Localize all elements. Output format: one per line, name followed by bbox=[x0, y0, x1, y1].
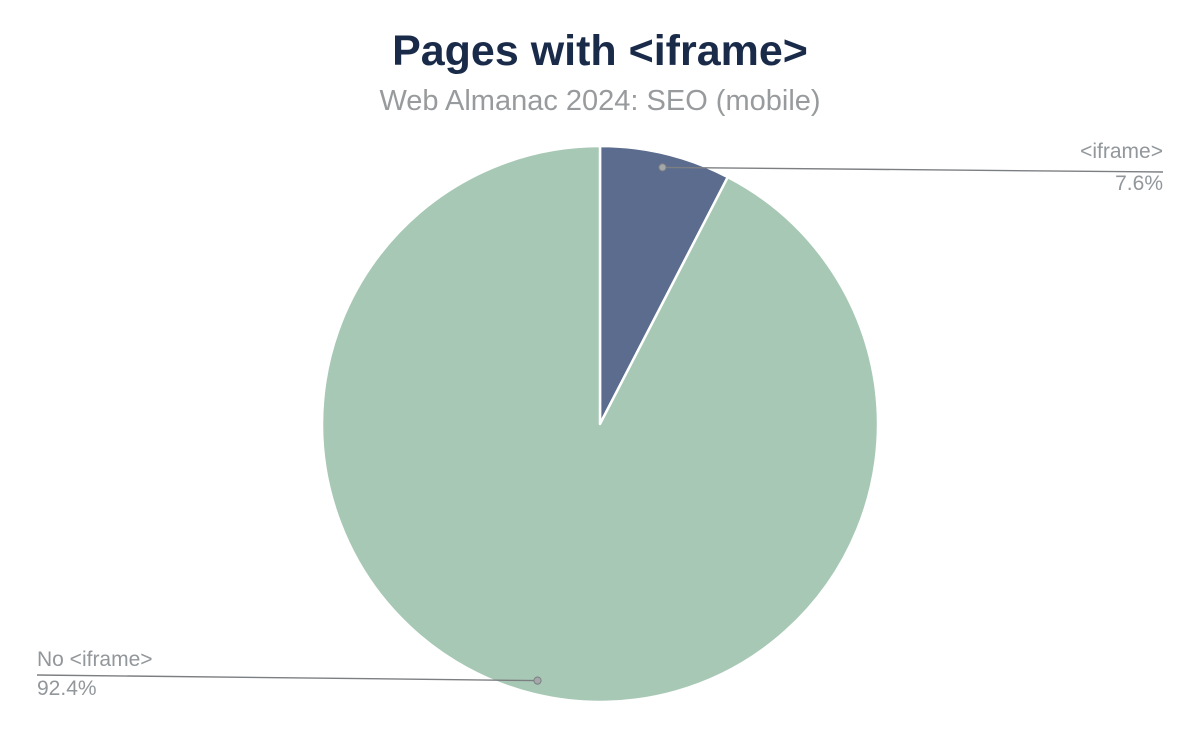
callout-label-iframe: <iframe> 7.6% bbox=[1080, 140, 1163, 196]
slice-label-iframe: <iframe> bbox=[1080, 140, 1163, 163]
chart-subtitle: Web Almanac 2024: SEO (mobile) bbox=[379, 85, 821, 117]
callout-line-0 bbox=[662, 166, 1164, 173]
chart-title: Pages with <iframe> bbox=[392, 27, 808, 75]
slice-percentage-iframe: 7.6% bbox=[1115, 172, 1163, 195]
callout-label-no-iframe: No <iframe> 92.4% bbox=[37, 648, 153, 701]
slice-label-no-iframe: No <iframe> bbox=[37, 648, 153, 671]
pie-slice-1 bbox=[320, 144, 880, 704]
slice-percentage-no-iframe: 92.4% bbox=[37, 677, 97, 700]
pie-slice-0 bbox=[598, 144, 730, 426]
callout-line-1 bbox=[36, 674, 538, 682]
callout-dot-1 bbox=[533, 676, 542, 685]
callout-dot-0 bbox=[658, 163, 667, 172]
